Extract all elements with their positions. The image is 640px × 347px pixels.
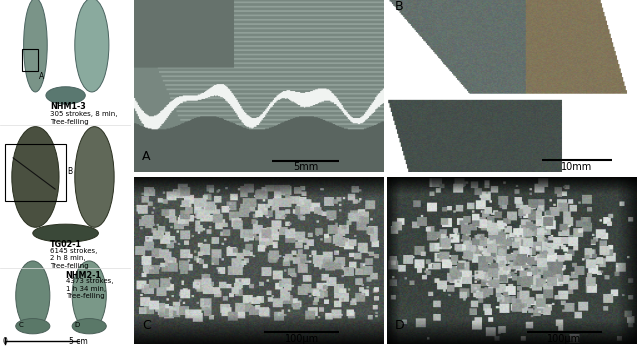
Text: 100μm: 100μm bbox=[547, 334, 582, 344]
Ellipse shape bbox=[72, 319, 106, 334]
Text: D: D bbox=[75, 322, 80, 328]
Text: 4373 strokes,: 4373 strokes, bbox=[65, 278, 113, 284]
Text: C: C bbox=[142, 319, 150, 331]
Text: D: D bbox=[395, 319, 404, 331]
Text: 2 h 8 min,: 2 h 8 min, bbox=[50, 255, 86, 261]
Ellipse shape bbox=[72, 261, 106, 330]
Text: B: B bbox=[67, 167, 72, 176]
Text: 5mm: 5mm bbox=[292, 162, 318, 172]
Text: TG02-1: TG02-1 bbox=[50, 240, 82, 249]
Ellipse shape bbox=[75, 127, 114, 227]
Ellipse shape bbox=[33, 224, 99, 242]
Ellipse shape bbox=[12, 127, 59, 227]
Text: B: B bbox=[395, 0, 403, 14]
Text: A: A bbox=[39, 72, 45, 81]
Text: Tree-felling: Tree-felling bbox=[65, 293, 104, 299]
Ellipse shape bbox=[16, 319, 50, 334]
Text: NHM2-1: NHM2-1 bbox=[65, 271, 102, 280]
Ellipse shape bbox=[16, 261, 50, 330]
Text: 1 h 34 min,: 1 h 34 min, bbox=[65, 286, 106, 291]
Text: 5 cm: 5 cm bbox=[69, 337, 88, 346]
Text: C: C bbox=[19, 322, 24, 328]
Text: Tree-felling: Tree-felling bbox=[50, 119, 88, 125]
Text: 6145 strokes,: 6145 strokes, bbox=[50, 248, 97, 254]
Text: Tree-felling: Tree-felling bbox=[50, 263, 88, 269]
Ellipse shape bbox=[24, 0, 47, 92]
Ellipse shape bbox=[46, 87, 85, 104]
Text: A: A bbox=[142, 150, 150, 163]
Text: 10mm: 10mm bbox=[561, 162, 593, 172]
Text: NHM1-3: NHM1-3 bbox=[50, 102, 86, 111]
Text: 0: 0 bbox=[3, 337, 8, 346]
Ellipse shape bbox=[75, 0, 109, 92]
Text: 305 strokes, 8 min,: 305 strokes, 8 min, bbox=[50, 111, 117, 117]
Text: 100μm: 100μm bbox=[285, 334, 319, 344]
